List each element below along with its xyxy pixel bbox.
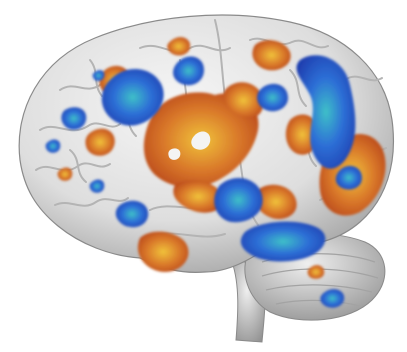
activation-hot-superior xyxy=(252,40,291,71)
activation-cool-temporal-band xyxy=(240,221,326,262)
activation-hot-middle-band xyxy=(173,180,224,213)
activation-cool-parietal-mid xyxy=(257,83,288,112)
activation-cool-small-3 xyxy=(92,70,105,82)
activation-cool-small-1 xyxy=(89,179,105,193)
activation-cool-superior xyxy=(173,56,204,86)
activation-cool-frontal-pole xyxy=(335,165,362,190)
activation-cool-occipital xyxy=(101,68,164,126)
activation-hot-frontal-upper xyxy=(285,114,319,155)
activation-hot-temporal xyxy=(137,231,189,272)
activation-cool-temporal-left xyxy=(115,200,149,228)
activation-hot-insula xyxy=(255,184,297,220)
activation-negative xyxy=(45,55,362,308)
activation-hot-small-2 xyxy=(307,265,325,279)
activation-cool-frontal xyxy=(296,55,356,169)
activation-hot-top xyxy=(167,37,191,56)
activation-hot-small-1 xyxy=(57,167,73,181)
activation-cool-small-2 xyxy=(45,139,61,153)
activation-cool-left-lateral xyxy=(61,107,87,130)
activation-cool-cerebellum xyxy=(320,289,345,308)
activation-hot-left-lateral xyxy=(85,128,115,156)
activation-cool-insula xyxy=(214,177,263,223)
activation-hot-motor xyxy=(223,82,264,119)
activation-gaps xyxy=(168,131,211,160)
